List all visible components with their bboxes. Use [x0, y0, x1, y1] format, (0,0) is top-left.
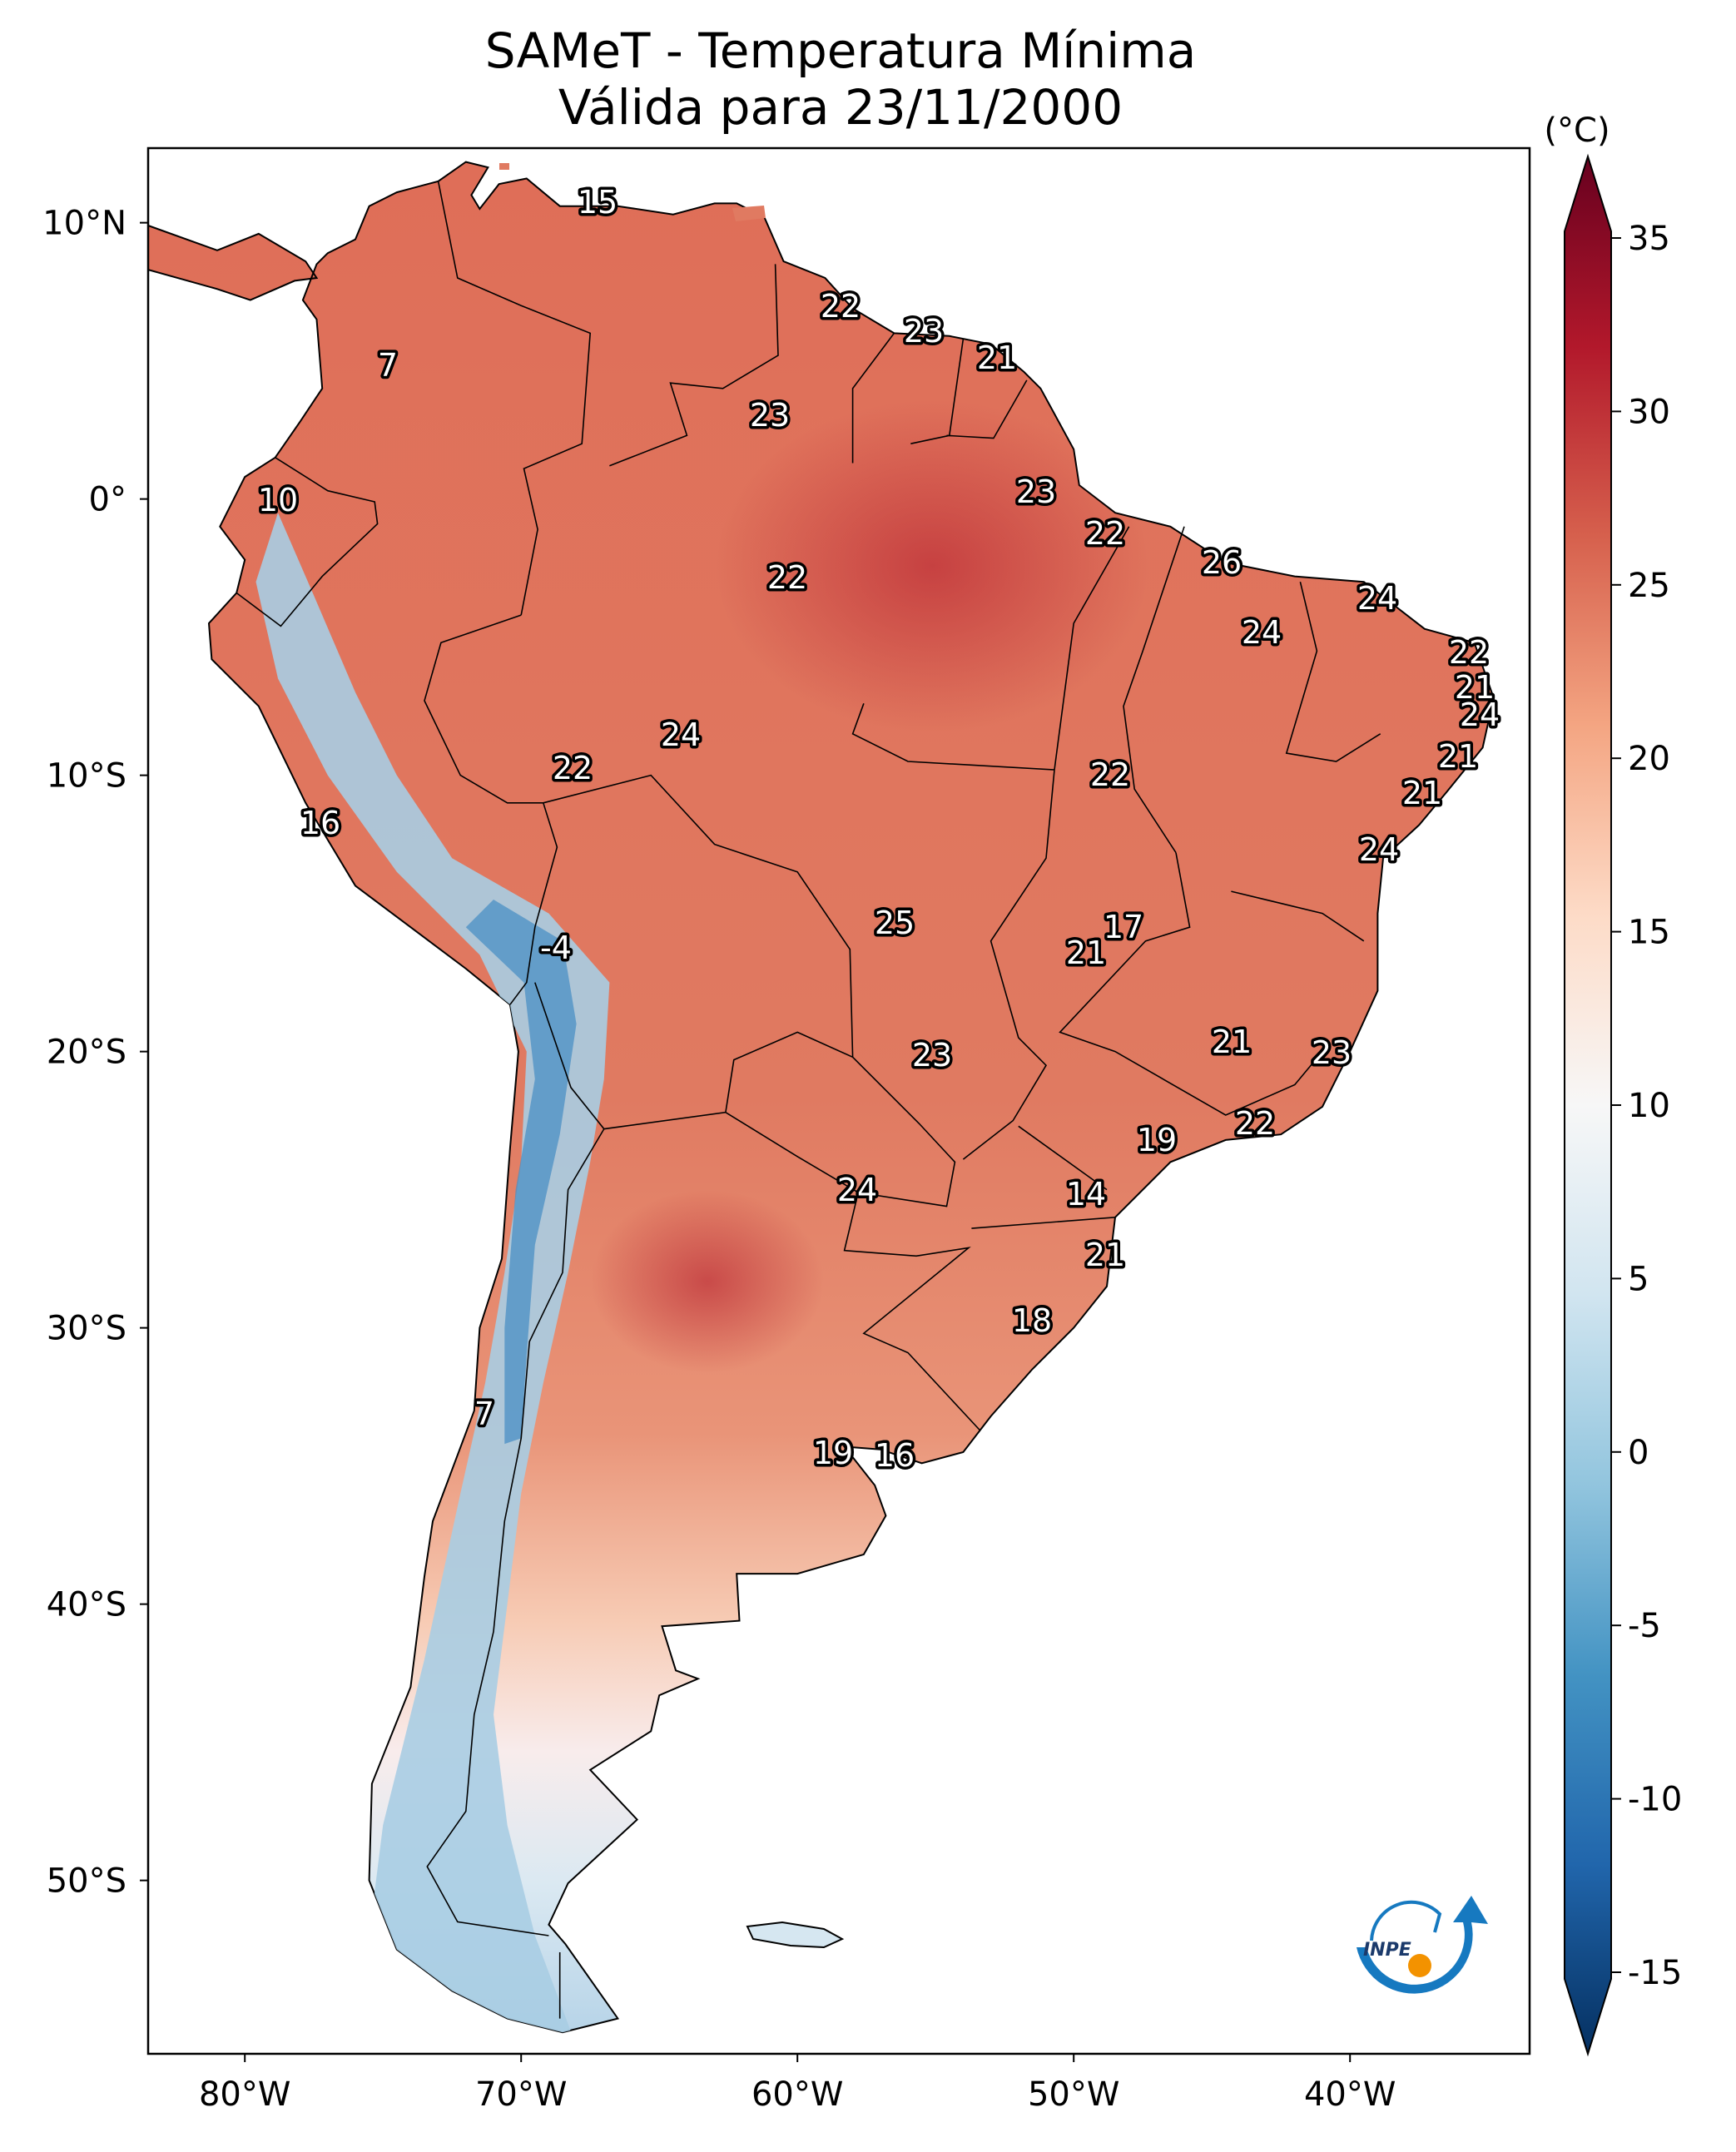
lat-tick-label: 30°S	[47, 1310, 126, 1348]
andes-cold-region	[255, 513, 610, 2033]
lon-tick-label: 70°W	[475, 2075, 567, 2114]
station-value-label: 26	[1202, 544, 1242, 581]
station-value-label: 19	[813, 1435, 853, 1471]
colorbar-tick-label: 0	[1628, 1434, 1649, 1472]
station-value-label: 22	[821, 288, 861, 325]
station-value-label: 17	[1104, 909, 1143, 945]
lat-tick-label: 20°S	[47, 1034, 126, 1072]
map-frame	[146, 146, 1531, 2055]
colorbar-tick-label: -15	[1628, 1954, 1682, 1992]
station-value-label: 21	[1066, 935, 1106, 971]
station-value-label: 23	[1016, 474, 1056, 510]
colorbar-tick-label: -5	[1628, 1607, 1661, 1645]
lat-tick-label: 0°	[89, 481, 126, 519]
colorbar-tick-label: 10	[1628, 1087, 1670, 1125]
colorbar-tick-label: 20	[1628, 740, 1670, 778]
station-value-label: 7	[474, 1396, 494, 1432]
amazon-warm-spot	[716, 399, 1148, 732]
country-state-borders	[236, 181, 1381, 2019]
station-value-label: 10	[258, 482, 298, 518]
inpe-logo: INPE	[1357, 1896, 1488, 1994]
station-value-label: 16	[875, 1437, 915, 1474]
station-value-label: 16	[300, 805, 340, 841]
andes-coldest-region	[465, 900, 577, 1445]
lat-tick-label: 10°N	[42, 205, 126, 243]
station-value-label: 24	[1359, 831, 1399, 868]
station-value-label: 21	[977, 340, 1017, 376]
station-value-label: 22	[1090, 756, 1130, 793]
station-value-label: 23	[750, 397, 790, 434]
falkland-islands	[746, 1921, 845, 1949]
station-value-label: 21	[1085, 1237, 1125, 1273]
lon-tick-label: 60°W	[751, 2075, 843, 2114]
longitude-axis: 80°W 70°W 60°W 50°W 40°W	[199, 2054, 1396, 2114]
logo-dot-icon	[1408, 1954, 1431, 1977]
station-value-label: 14	[1066, 1176, 1106, 1212]
latitude-axis: 10°N 0° 10°S 20°S 30°S 40°S 50°S	[42, 205, 148, 1901]
colorbar-tick-label: 30	[1628, 393, 1670, 431]
station-value-label: 19	[1137, 1122, 1177, 1158]
station-value-label: 23	[904, 313, 944, 350]
station-value-label: 21	[1455, 669, 1495, 706]
logo-swoosh-icon	[1357, 1896, 1488, 1994]
station-value-label: 24	[1460, 697, 1500, 733]
lon-tick-label: 50°W	[1028, 2075, 1119, 2114]
station-value-label: 25	[875, 905, 915, 941]
colorbar-tick-label: 5	[1628, 1260, 1649, 1298]
lat-tick-label: 40°S	[47, 1586, 126, 1624]
station-value-label: 24	[1242, 614, 1282, 651]
colorbar-unit: (°C)	[1544, 112, 1610, 150]
temperature-field	[255, 399, 1148, 2033]
colorbar-tick-label: -10	[1628, 1781, 1682, 1819]
lat-tick-label: 50°S	[47, 1862, 126, 1901]
lat-tick-label: 10°S	[47, 757, 126, 796]
station-value-label: 18	[1012, 1302, 1052, 1339]
colorbar-tick-label: 15	[1628, 914, 1670, 952]
colorbar: 35 30 25 20 15 10 5 0 -5 -10 -15 (°C)	[1544, 112, 1682, 2057]
station-value-label: -4	[540, 930, 572, 966]
colorbar-ticks: 35 30 25 20 15 10 5 0 -5 -10 -15	[1611, 220, 1682, 1992]
station-value-label: 23	[912, 1037, 952, 1074]
caribbean-islands	[499, 163, 766, 221]
logo-text: INPE	[1363, 1940, 1411, 1961]
station-value-label: 24	[837, 1172, 877, 1208]
station-value-label: 22	[767, 559, 807, 596]
station-value-label: 22	[1085, 515, 1125, 552]
lon-tick-label: 40°W	[1304, 2075, 1396, 2114]
chaco-warm-spot	[591, 1190, 824, 1373]
station-value-label: 22	[1235, 1105, 1275, 1142]
station-value-label: 22	[1449, 634, 1489, 671]
station-value-label: 23	[1312, 1034, 1352, 1071]
station-value-label: 22	[553, 750, 593, 786]
colorbar-tick-label: 35	[1628, 220, 1670, 258]
station-value-label: 21	[1212, 1024, 1252, 1060]
logo-arc-icon	[1370, 1900, 1442, 1941]
colorbar-scale	[1564, 153, 1612, 2057]
land-group	[147, 161, 1495, 2034]
colorbar-tick-label: 25	[1628, 567, 1670, 605]
station-value-label: 21	[1438, 738, 1478, 775]
station-value-label: 7	[378, 347, 398, 384]
station-value-label: 24	[1357, 580, 1397, 617]
map-subtitle: Válida para 23/11/2000	[558, 79, 1123, 136]
map-title: SAMeT - Temperatura Mínima	[484, 22, 1197, 79]
lon-tick-label: 80°W	[199, 2075, 290, 2114]
station-value-label: 21	[1402, 775, 1442, 811]
station-value-label: 24	[661, 717, 701, 753]
station-value-label: 15	[578, 184, 618, 221]
